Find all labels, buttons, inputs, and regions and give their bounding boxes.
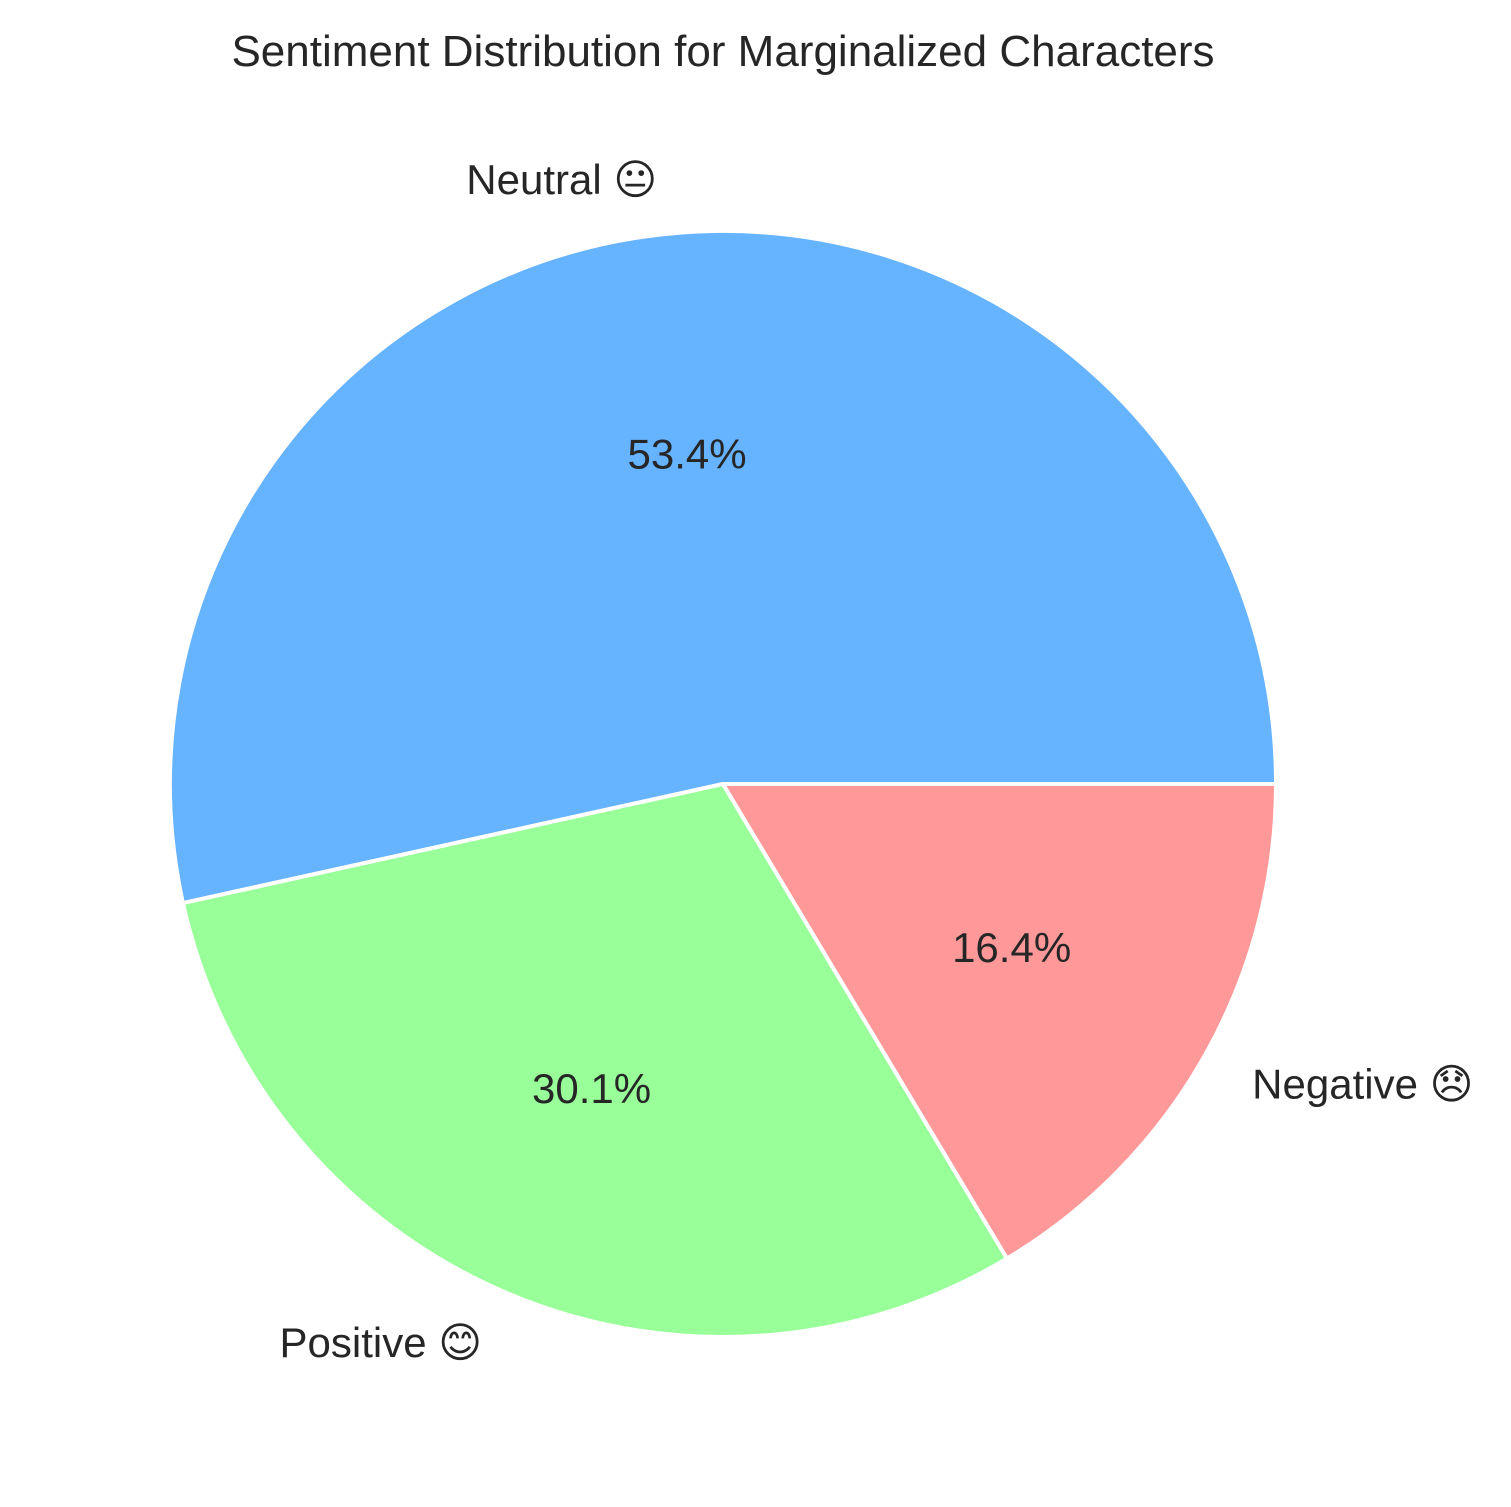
pct-label-neutral: 53.4% [628,431,747,478]
pie-slice-positive [180,782,1009,1339]
pct-label-negative: 16.4% [952,924,1071,971]
pct-label-positive: 30.1% [532,1065,651,1112]
chart-title: Sentiment Distribution for Marginalized … [231,27,1214,76]
pie-slice-neutral [168,229,1278,906]
slice-label-negative: Negative 😞 [1252,1061,1473,1108]
slice-labels: Neutral 😐 Positive 😊 Negative 😞 [280,156,1474,1366]
slice-label-neutral: Neutral 😐 [466,156,657,203]
percentage-labels: 53.4% 30.1% 16.4% [532,431,1071,1113]
pie-slices [168,229,1278,1339]
pie-slice-negative [721,782,1278,1261]
slice-label-positive: Positive 😊 [280,1319,483,1366]
